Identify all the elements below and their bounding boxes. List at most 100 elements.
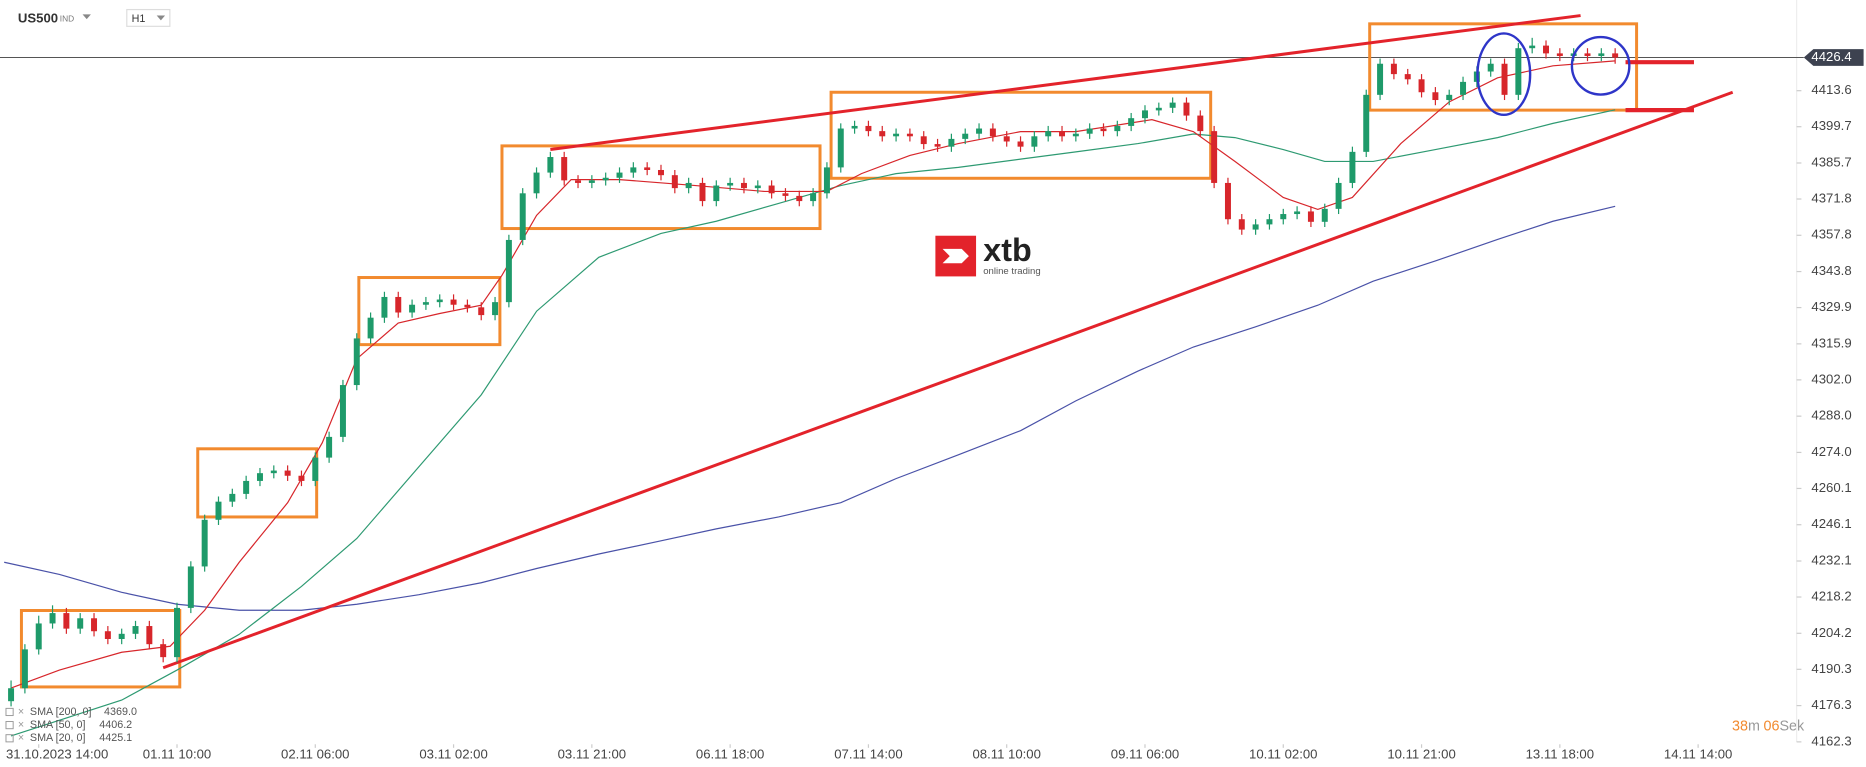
candle-body	[1017, 141, 1024, 147]
candle-body	[49, 613, 56, 624]
range-box	[1368, 22, 1639, 112]
candle-body	[796, 195, 803, 202]
candle-body	[588, 180, 595, 183]
candle-body	[782, 193, 789, 196]
candle-body	[727, 182, 734, 186]
legend-icon	[5, 707, 14, 717]
candle-body	[1487, 63, 1494, 72]
candle-body	[754, 185, 761, 189]
price-label: 4426.4	[1811, 49, 1851, 64]
y-tick-label: 4302.0	[1811, 371, 1851, 386]
range-box	[500, 144, 822, 231]
candle-body	[879, 131, 886, 137]
dropdown-arrow[interactable]	[156, 15, 166, 21]
y-tick-label: 4176.3	[1811, 697, 1851, 712]
candle-body	[602, 177, 609, 181]
sma-line	[4, 205, 1616, 611]
candle-body	[505, 239, 512, 303]
candle-body	[1280, 214, 1287, 220]
candle-body	[1224, 182, 1231, 220]
legend-name: SMA [20, 0]	[30, 732, 86, 744]
x-tick-label: 06.11 18:00	[696, 747, 764, 762]
candle-body	[1183, 102, 1190, 116]
candle-body	[976, 128, 983, 134]
candle-body	[1294, 211, 1301, 215]
candle-body	[533, 172, 540, 194]
x-tick-label: 09.11 06:00	[1111, 747, 1179, 762]
legend-value: 4406.2	[99, 719, 132, 731]
candle-body	[160, 644, 167, 658]
candle-body	[1169, 102, 1176, 108]
x-tick-label: 08.11 10:00	[972, 747, 1040, 762]
candle-body	[713, 185, 720, 202]
candle-body	[920, 136, 927, 145]
candle-body	[409, 304, 416, 313]
candle-body	[284, 470, 291, 476]
interval[interactable]: H1	[132, 13, 146, 25]
candle-body	[1377, 63, 1384, 95]
price-tag	[1803, 49, 1864, 66]
candle-body	[492, 302, 499, 316]
timer: 38m 06Sek	[1732, 718, 1805, 734]
legend-close: ×	[18, 719, 24, 731]
interval-box[interactable]	[126, 8, 171, 27]
trendline	[550, 14, 1581, 151]
y-tick-label: 4413.6	[1811, 82, 1851, 97]
candle-body	[561, 157, 568, 181]
candle-body	[685, 182, 692, 189]
candle-body	[851, 125, 858, 129]
candle-body	[1529, 45, 1536, 49]
legend-close: ×	[18, 732, 24, 744]
candle-body	[1031, 136, 1038, 147]
candle-body	[616, 172, 623, 178]
candle-body	[1556, 53, 1563, 56]
candle-body	[381, 296, 388, 318]
candle-body	[810, 193, 817, 202]
y-tick-label: 4385.7	[1811, 154, 1851, 169]
candle-body	[962, 133, 969, 139]
candle-body	[1335, 182, 1342, 209]
candle-body	[1363, 94, 1370, 152]
legend-close: ×	[18, 706, 24, 718]
candle-body	[699, 182, 706, 202]
candle-body	[339, 385, 346, 437]
candle-body	[1432, 92, 1439, 101]
dropdown-arrow[interactable]	[82, 14, 91, 20]
candle-body	[21, 649, 28, 689]
candle-body	[1307, 211, 1314, 222]
candle-body	[63, 613, 70, 629]
candle-body	[658, 169, 664, 176]
candle-body	[256, 473, 263, 481]
trendline	[162, 90, 1734, 670]
timer-seconds: 06	[1764, 718, 1780, 734]
x-tick-label: 13.11 18:00	[1526, 747, 1594, 762]
symbol-selector[interactable]: US500 IND	[18, 11, 91, 26]
candle-body	[740, 182, 747, 189]
timer-unit: m	[1748, 718, 1760, 734]
highlight-circle	[1476, 32, 1532, 116]
candle-body	[367, 317, 374, 339]
logo-tagline: online trading	[983, 266, 1040, 277]
candle-body	[644, 167, 651, 170]
interval-selector[interactable]: H1	[126, 8, 171, 27]
candle-body	[8, 688, 15, 702]
x-tick-label: 02.11 06:00	[281, 747, 349, 762]
legend-icon	[5, 721, 14, 730]
candle-body	[312, 457, 319, 481]
candle-body	[201, 519, 208, 567]
y-tick-label: 4232.1	[1811, 552, 1851, 567]
candle-body	[1349, 151, 1356, 183]
x-tick-label: 03.11 02:00	[419, 747, 487, 762]
candle-body	[1446, 94, 1453, 101]
candle-body	[768, 185, 775, 194]
candle-body	[1141, 110, 1148, 119]
candle-body	[478, 307, 485, 316]
candle-body	[1072, 133, 1079, 137]
candle-body	[1211, 131, 1218, 183]
symbol[interactable]: US500	[18, 11, 58, 26]
candle-body	[934, 144, 941, 147]
candle-body	[1045, 131, 1052, 137]
candle-body	[1598, 53, 1605, 56]
